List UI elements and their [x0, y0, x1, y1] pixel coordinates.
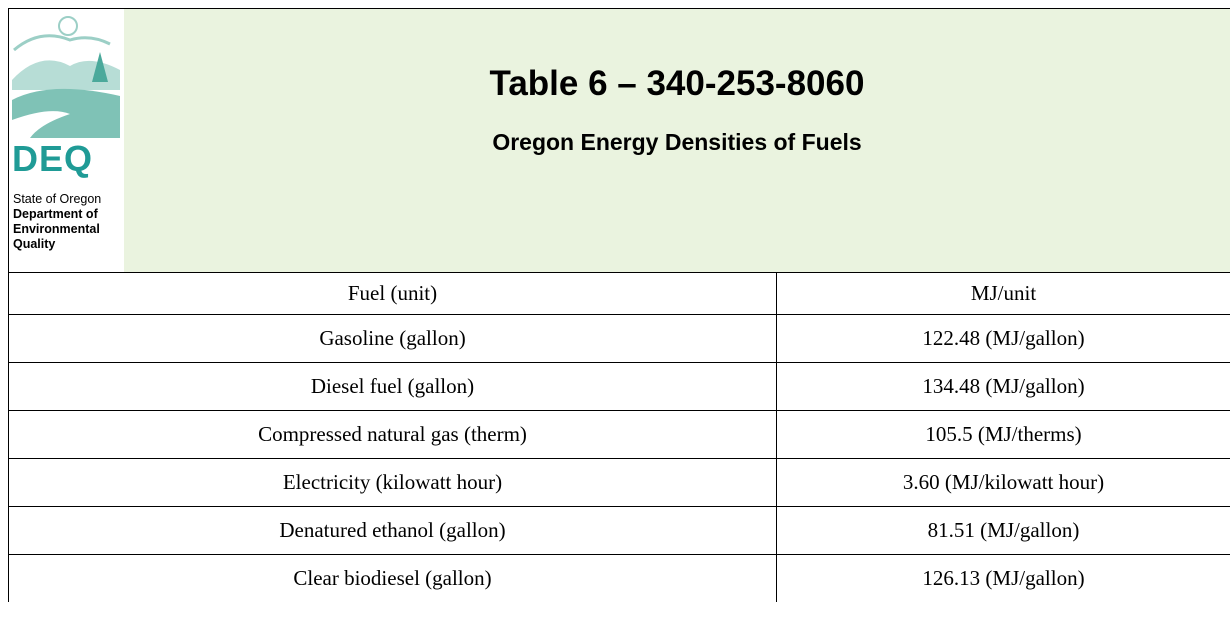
table-row: Denatured ethanol (gallon) 81.51 (MJ/gall…: [8, 506, 1230, 555]
table-cell: 81.51 (MJ/gallon): [776, 506, 1230, 555]
logo-line: State of Oregon: [13, 192, 102, 206]
table-cell: 105.5 (MJ/therms): [776, 410, 1230, 459]
table-cell: MJ/unit: [776, 272, 1230, 315]
table-row: Compressed natural gas (therm) 105.5 (MJ/…: [8, 410, 1230, 459]
header-row: Fuel (unit) MJ/unit: [8, 272, 1230, 315]
table-cell: Compressed natural gas (therm): [8, 410, 777, 459]
table-row: Diesel fuel (gallon) 134.48 (MJ/gallon): [8, 362, 1230, 411]
table-cell: 122.48 (MJ/gallon): [776, 314, 1230, 363]
table-cell: Denatured ethanol (gallon): [8, 506, 777, 555]
table-cell: Diesel fuel (gallon): [8, 362, 777, 411]
header-band: [124, 8, 1230, 273]
table-cell: Clear biodiesel (gallon): [8, 554, 777, 602]
logo-line: Quality: [13, 237, 56, 251]
table-row: Electricity (kilowatt hour) 3.60 (MJ/kilo…: [8, 458, 1230, 507]
table-row: Gasoline (gallon) 122.48 (MJ/gallon): [8, 314, 1230, 363]
title: Table 6 – 340-253-8060: [489, 64, 865, 103]
border: [8, 8, 124, 9]
table-cell: 3.60 (MJ/kilowatt hour): [776, 458, 1230, 507]
subtitle: Oregon Energy Densities of Fuels: [492, 129, 862, 155]
table-cell: Fuel (unit): [8, 272, 777, 315]
fuel-table: Fuel (unit) MJ/unit Gasoline (gallon) 122.4…: [8, 272, 1230, 602]
logo-acronym: DEQ: [12, 138, 94, 179]
table-cell: 134.48 (MJ/gallon): [776, 362, 1230, 411]
table-row: Clear biodiesel (gallon) 126.13 (MJ/gallo…: [8, 554, 1230, 602]
table-cell: 126.13 (MJ/gallon): [776, 554, 1230, 602]
border: [8, 8, 9, 272]
logo-line: Environmental: [13, 222, 100, 236]
table-cell: Gasoline (gallon): [8, 314, 777, 363]
logo-art: [12, 16, 120, 138]
table-cell: Electricity (kilowatt hour): [8, 458, 777, 507]
logo-line: Department of: [13, 207, 98, 221]
